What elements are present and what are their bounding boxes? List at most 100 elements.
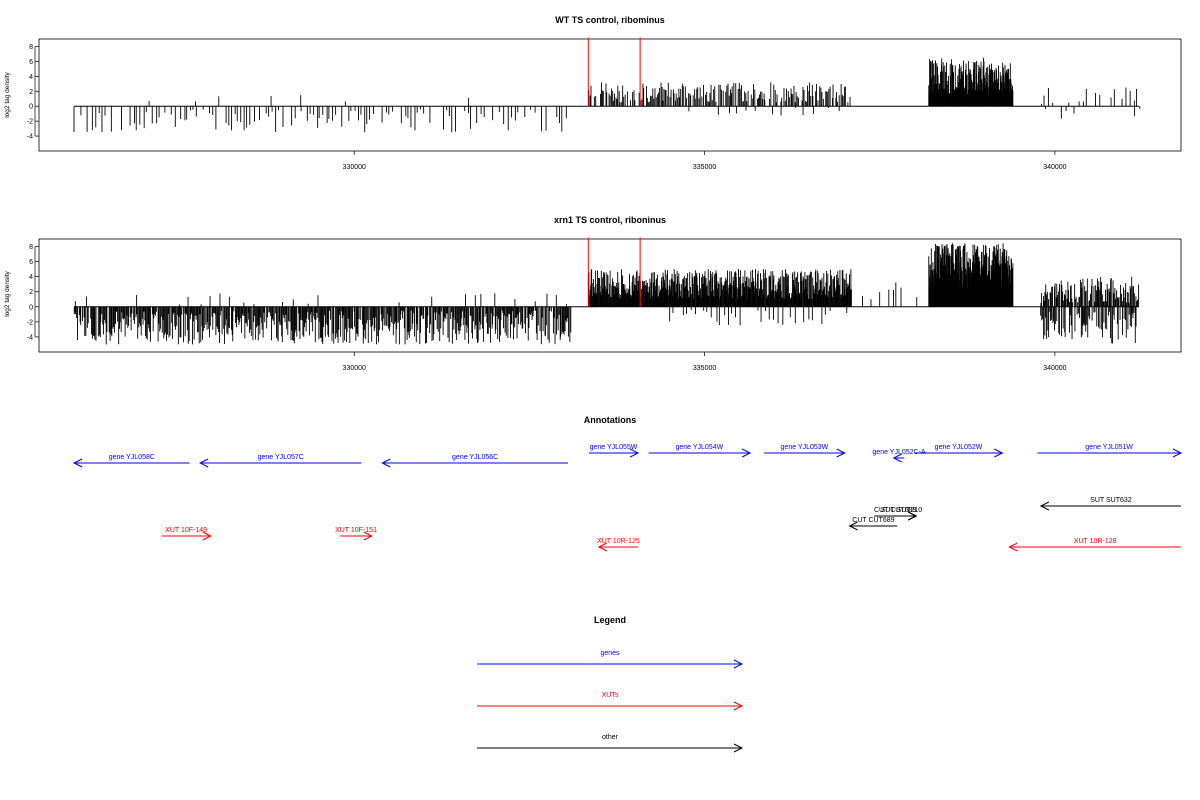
other-feature-label: CUT CUT689: [874, 507, 916, 514]
wt-track-bars: [73, 57, 1141, 133]
gene-feature-label: gene YJL057C: [258, 454, 304, 461]
legend-item: genes: [477, 650, 744, 669]
gene-feature: gene YJL053W: [764, 444, 846, 458]
gene-feature: gene YJL056C: [381, 454, 568, 468]
x-tick-label: 330000: [343, 365, 366, 372]
gene-feature: gene YJL057C: [199, 454, 362, 468]
x-tick-label: 340000: [1043, 365, 1066, 372]
xrn1-track-title: xrn1 TS control, riboninus: [554, 215, 666, 225]
x-tick-label: 335000: [693, 164, 716, 171]
xut-feature-label: XUT 10F-151: [335, 527, 377, 534]
y-tick-label: 4: [29, 274, 33, 281]
gene-feature-label: gene YJL054W: [675, 444, 723, 451]
other-feature: SUT SUT632: [1039, 497, 1181, 511]
xrn1-track-xaxis: 330000 335000 340000: [343, 352, 1067, 372]
xut-feature-label: XUT 10R-128: [1074, 538, 1117, 545]
y-tick-label: 6: [29, 59, 33, 66]
annotations-title: Annotations: [584, 415, 637, 425]
xrn1-track-panel: xrn1 TS control, riboninus log2 tag dens…: [4, 215, 1182, 372]
y-tick-label: -2: [27, 119, 33, 126]
gene-feature: gene YJL054W: [648, 444, 752, 458]
wt-track-title: WT TS control, ribominus: [555, 15, 665, 25]
arrowhead-right-icon: [836, 448, 846, 458]
xut-feature: XUT 10F-149: [161, 527, 212, 541]
y-tick-label: 6: [29, 259, 33, 266]
y-tick-label: 8: [29, 244, 33, 251]
wt-track-panel: WT TS control, ribominus log2 tag densit…: [4, 15, 1182, 171]
gene-feature: gene YJL052W: [914, 444, 1004, 458]
x-tick-label: 330000: [343, 164, 366, 171]
y-tick-label: -2: [27, 319, 33, 326]
gene-feature: gene YJL051W: [1037, 444, 1183, 458]
other-feature-label: SUT SUT210: [881, 507, 923, 514]
xut-feature: XUT 10F-151: [335, 527, 377, 541]
gene-feature-label: gene YJL051W: [1085, 444, 1133, 451]
xrn1-track-bars: [73, 243, 1140, 345]
y-tick-label: -4: [27, 134, 33, 141]
xrn1-track-markers: [587, 237, 641, 307]
gene-feature-label: gene YJL058C: [109, 454, 155, 461]
arrowhead-right-icon: [202, 531, 212, 541]
arrowhead-left-icon: [1039, 501, 1050, 511]
gene-feature: gene YJL058C: [72, 454, 190, 468]
arrowhead-left-icon: [381, 458, 391, 468]
legend-item: XUTs: [477, 692, 744, 711]
legend-label: other: [602, 734, 619, 741]
xut-feature: XUT 10R-128: [1008, 538, 1181, 552]
gene-feature-label: gene YJL052W: [935, 444, 983, 451]
annotations-panel: Annotations gene YJL058C gene YJL057C gene…: [72, 415, 1183, 552]
xrn1-track-yaxis: -4 -2 0 2 4 6 8: [27, 244, 39, 341]
wt-track-frame: [38, 38, 1182, 152]
arrowhead-right-icon: [733, 701, 744, 711]
arrowhead-right-icon: [907, 511, 918, 521]
legend-label: XUTs: [602, 692, 619, 699]
gene-feature-label: gene YJL053W: [781, 444, 829, 451]
arrowhead-right-icon: [629, 448, 640, 458]
other-feature: SUT SUT210: [881, 507, 923, 521]
xrn1-track-frame: [38, 238, 1182, 353]
legend-panel: Legend genes XUTs other: [477, 615, 744, 753]
xut-feature: XUT 10R-125: [597, 538, 640, 552]
gene-feature: gene YJL055W: [588, 444, 640, 458]
wt-track-xaxis: 330000 335000 340000: [343, 151, 1067, 171]
x-tick-label: 340000: [1043, 164, 1066, 171]
other-feature-label: SUT SUT632: [1090, 497, 1132, 504]
arrowhead-left-icon: [848, 521, 858, 531]
arrowhead-right-icon: [363, 531, 373, 541]
xut-feature-label: XUT 10F-149: [165, 527, 207, 534]
wt-track-markers: [587, 37, 641, 107]
arrowhead-left-icon: [892, 453, 902, 463]
gene-feature: gene YJL052C-A: [872, 449, 926, 463]
arrowhead-right-icon: [733, 743, 744, 753]
arrowhead-right-icon: [994, 448, 1004, 458]
arrowhead-left-icon: [597, 542, 608, 552]
wt-track-yaxis: -4 -2 0 2 4 6 8: [27, 44, 39, 141]
y-tick-label: 0: [29, 304, 33, 311]
xrn1-track-ylabel: log2 tag density: [4, 270, 11, 316]
annotation-features: gene YJL058C gene YJL057C gene YJL056C gene…: [72, 444, 1183, 552]
y-tick-label: 8: [29, 44, 33, 51]
other-feature-label: CUT CUT689: [852, 517, 894, 524]
legend-item: other: [477, 734, 744, 753]
gene-feature-label: gene YJL056C: [452, 454, 498, 461]
xut-feature-label: XUT 10R-125: [597, 538, 640, 545]
wt-track-ylabel: log2 tag density: [4, 71, 11, 117]
y-tick-label: 2: [29, 89, 33, 96]
legend-title: Legend: [594, 615, 626, 625]
legend-items: genes XUTs other: [477, 650, 744, 753]
legend-label: genes: [600, 650, 620, 657]
arrowhead-left-icon: [199, 458, 209, 468]
gene-feature-label: gene YJL052C-A: [872, 449, 926, 456]
y-tick-label: -4: [27, 334, 33, 341]
arrowhead-left-icon: [72, 458, 83, 468]
other-feature: CUT CUT689: [848, 517, 898, 531]
y-tick-label: 4: [29, 74, 33, 81]
y-tick-label: 0: [29, 104, 33, 111]
arrowhead-right-icon: [741, 448, 752, 458]
y-tick-label: 2: [29, 289, 33, 296]
gene-feature-label: gene YJL055W: [590, 444, 638, 451]
arrowhead-right-icon: [733, 659, 744, 669]
arrowhead-right-icon: [1172, 448, 1183, 458]
x-tick-label: 335000: [693, 365, 716, 372]
